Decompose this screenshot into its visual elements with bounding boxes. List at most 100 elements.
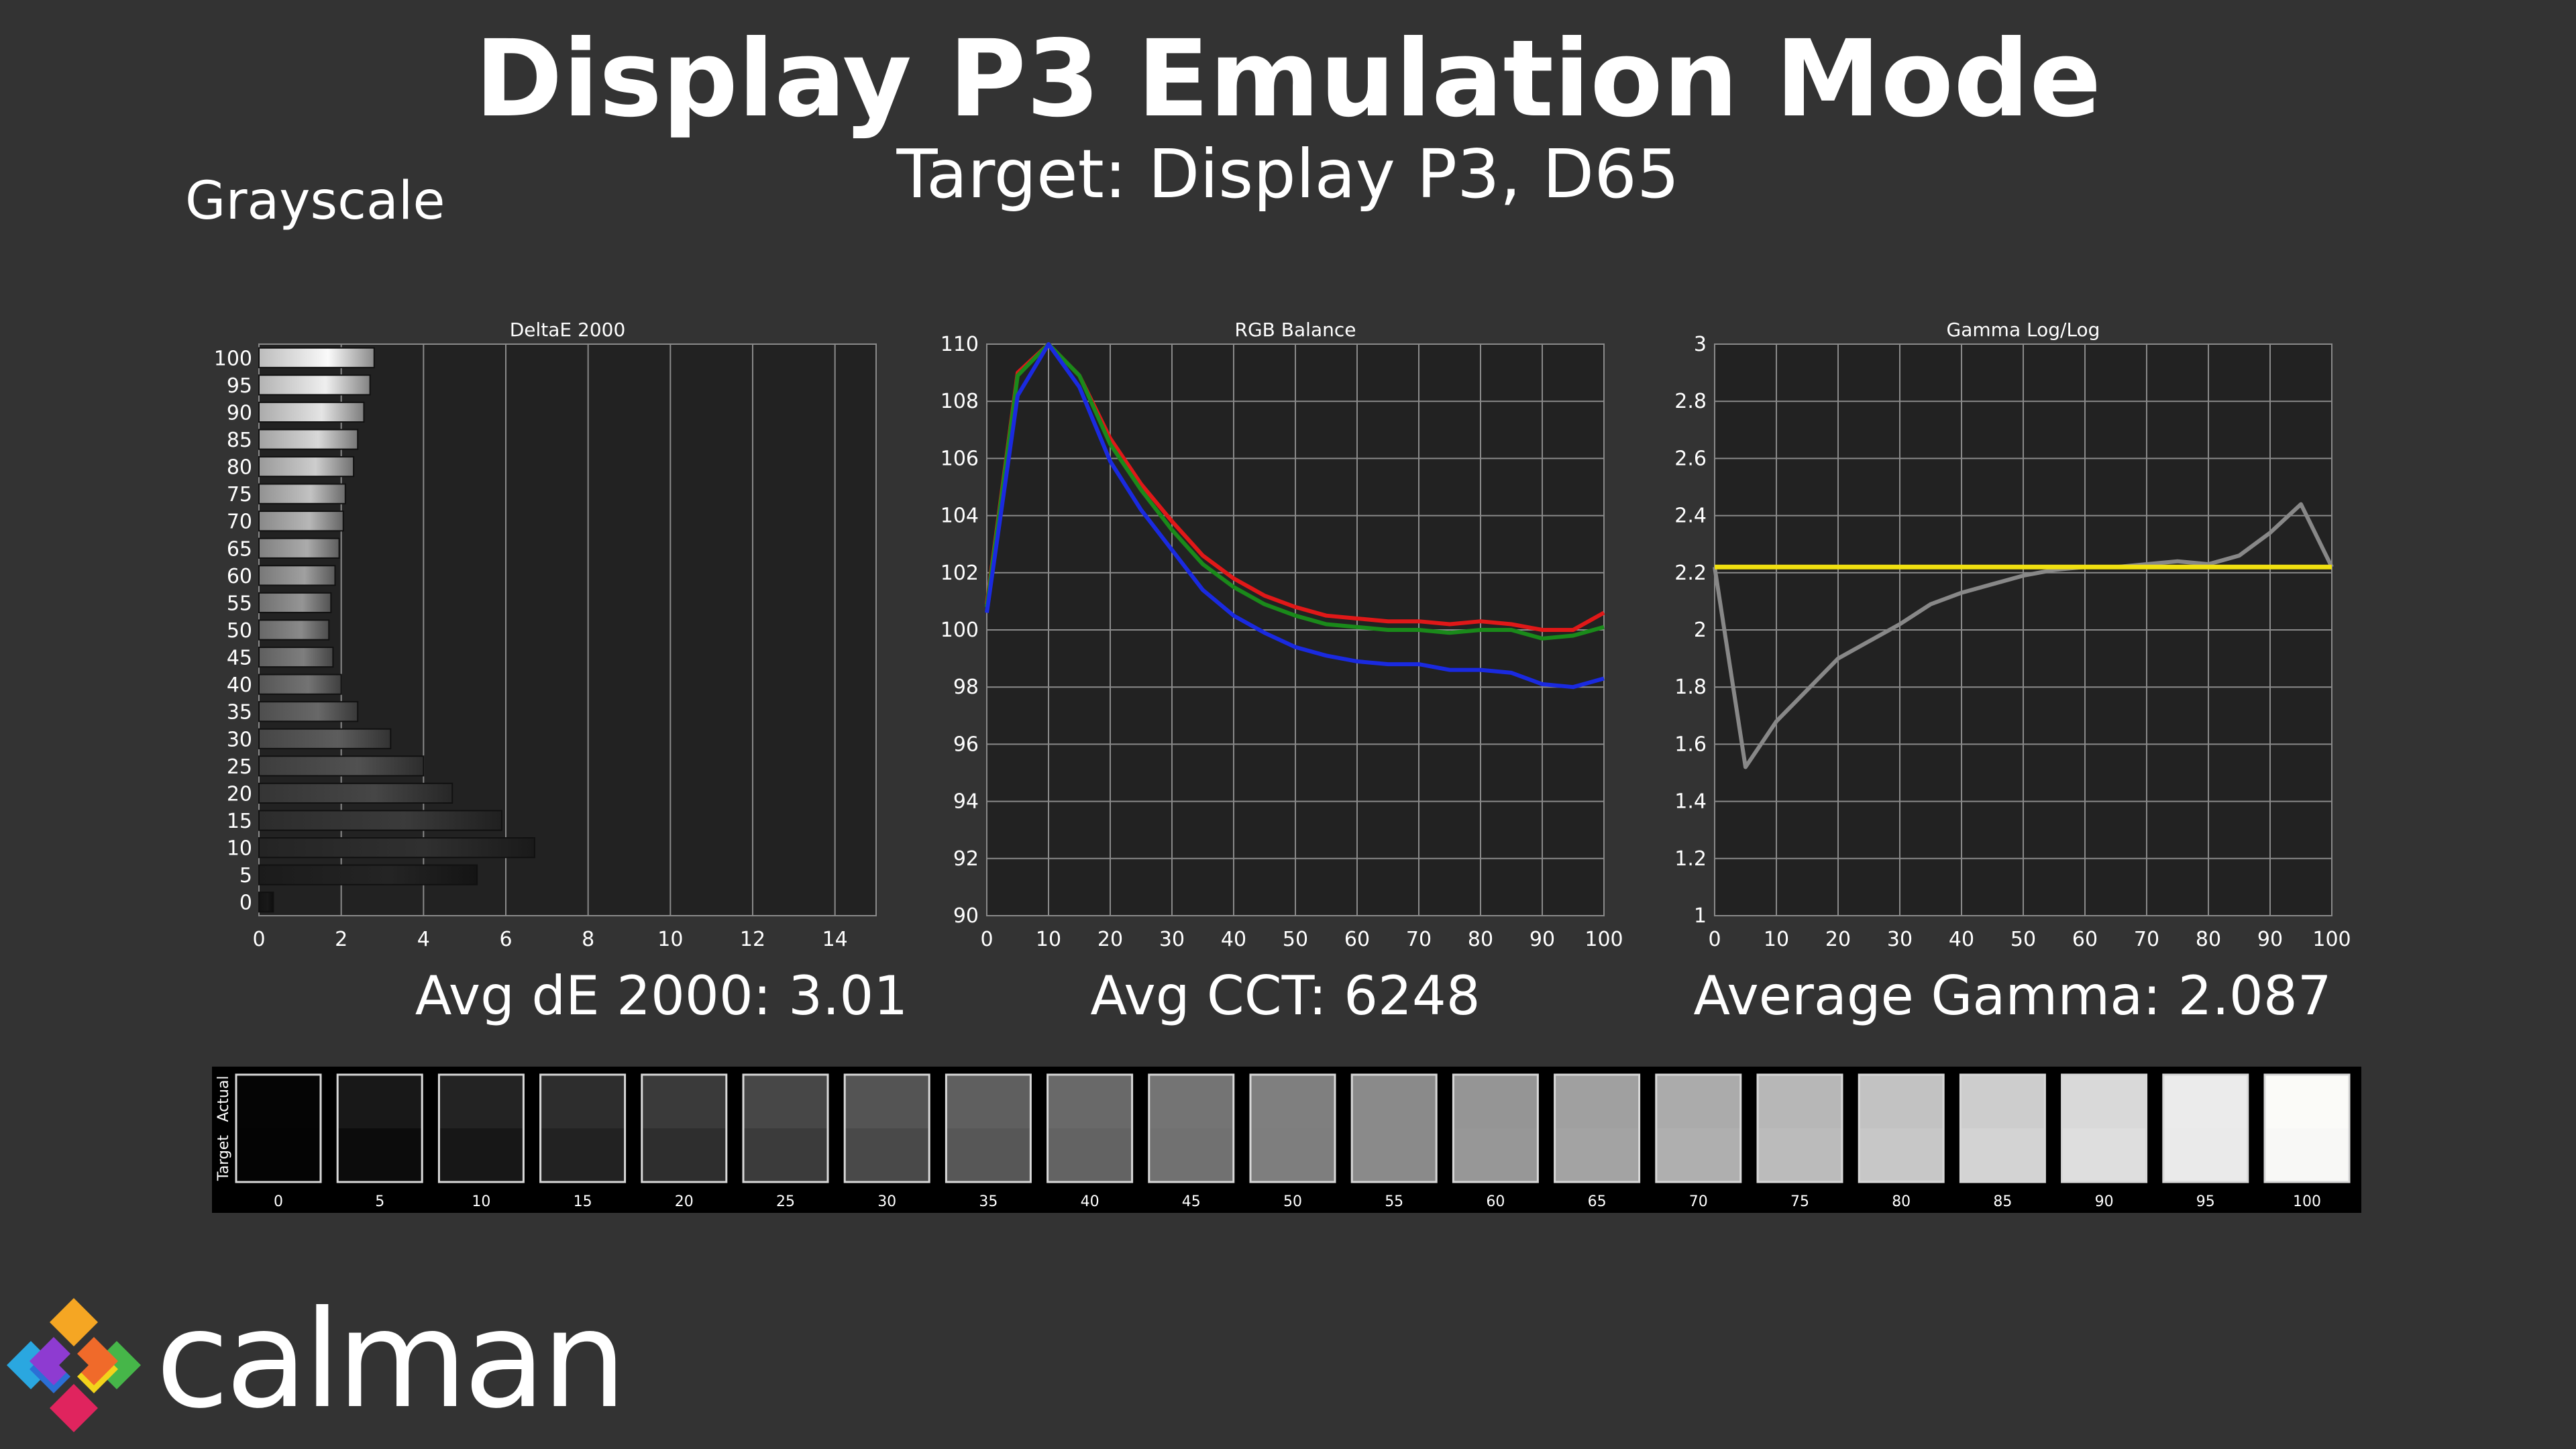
swatch-target [439, 1128, 524, 1182]
de-x-tick-label: 2 [335, 928, 347, 951]
swatch-label: 10 [472, 1193, 490, 1210]
swatch-label: 95 [2196, 1193, 2215, 1210]
swatch-actual [439, 1075, 524, 1128]
swatch-label: 45 [1182, 1193, 1201, 1210]
swatch-frame [1350, 1073, 1438, 1183]
de-bar [258, 511, 344, 532]
swatch-target-label: Target [215, 1135, 232, 1181]
de-bar [258, 483, 346, 504]
de-bar [258, 892, 274, 913]
rgb-series-line [985, 342, 1605, 641]
swatch-frame [235, 1073, 322, 1183]
swatch-target [743, 1128, 828, 1182]
de-y-tick-label: 0 [239, 892, 252, 915]
gamma-y-tick-label: 1.8 [1674, 676, 1707, 699]
de-bar [258, 728, 392, 749]
swatch-target [1250, 1128, 1335, 1182]
de-y-tick-label: 35 [227, 701, 252, 724]
rgb-x-tick-label: 40 [1221, 928, 1246, 951]
de-y-tick-label: 85 [227, 429, 252, 452]
rgb-series-line [985, 342, 1605, 690]
swatch-label: 80 [1892, 1193, 1911, 1210]
rgb-y-tick-label: 94 [953, 790, 979, 814]
swatch-actual [337, 1075, 423, 1128]
swatch-label: 35 [979, 1193, 998, 1210]
swatch-target [2265, 1128, 2349, 1182]
de-bar [258, 455, 355, 478]
gamma-y-tick-label: 3 [1694, 333, 1707, 356]
avg-cct-label: Avg CCT: 6248 [1090, 965, 1481, 1027]
swatch-target [1960, 1128, 2045, 1182]
de-x-tick-label: 6 [499, 928, 512, 951]
swatch-target [236, 1128, 321, 1182]
de-bar [258, 619, 330, 641]
avg-gamma-label: Average Gamma: 2.087 [1693, 965, 2332, 1027]
rgb-x-tick-label: 60 [1344, 928, 1370, 951]
rgb-x-tick-label: 100 [1585, 928, 1623, 951]
swatch-target [2163, 1128, 2248, 1182]
swatch-target [1554, 1128, 1640, 1182]
swatch-frame [1655, 1073, 1742, 1183]
gamma-x-tick-label: 50 [2010, 928, 2036, 951]
rgb-x-tick-label: 30 [1159, 928, 1185, 951]
swatch-actual [641, 1075, 727, 1128]
swatch-frame [437, 1073, 525, 1183]
swatch-frame [1148, 1073, 1235, 1183]
swatch-target [641, 1128, 727, 1182]
de-y-tick-label: 45 [227, 647, 252, 670]
de-y-tick-label: 30 [227, 728, 252, 751]
de-bar [258, 565, 336, 586]
swatch-label: 90 [2095, 1193, 2114, 1210]
rgb-y-tick-label: 108 [941, 390, 979, 413]
gamma-x-tick-label: 60 [2072, 928, 2098, 951]
swatch-label: 60 [1486, 1193, 1505, 1210]
swatch-label: 55 [1385, 1193, 1403, 1210]
de-x-tick-label: 12 [740, 928, 765, 951]
swatch-target [845, 1128, 930, 1182]
rgb-y-tick-label: 106 [941, 447, 979, 470]
de-bar [258, 401, 365, 423]
swatch-target [1352, 1128, 1437, 1182]
swatch-frame [1249, 1073, 1336, 1183]
swatch-target [1453, 1128, 1538, 1182]
swatch-label: 85 [1993, 1193, 2012, 1210]
rgb-y-tick-label: 110 [941, 333, 979, 356]
rgb-x-tick-label: 50 [1283, 928, 1308, 951]
de-y-tick-label: 25 [227, 755, 252, 779]
de-chart-title: DeltaE 2000 [510, 319, 626, 341]
gamma-y-tick-label: 1.4 [1674, 790, 1707, 814]
de-bar [258, 429, 359, 450]
de-bar [258, 782, 453, 804]
de-y-tick-label: 40 [227, 674, 252, 697]
de-x-tick-label: 10 [657, 928, 683, 951]
page-title: Display P3 Emulation Mode [474, 17, 2102, 141]
swatch-actual [2265, 1075, 2349, 1128]
rgb-y-tick-label: 96 [953, 733, 979, 756]
swatch-actual [1554, 1075, 1640, 1128]
swatch-target [1656, 1128, 1741, 1182]
swatch-label: 40 [1081, 1193, 1099, 1210]
de-x-tick-label: 8 [582, 928, 594, 951]
rgb-x-tick-label: 10 [1036, 928, 1061, 951]
swatch-actual [1453, 1075, 1538, 1128]
rgb-x-tick-label: 0 [980, 928, 993, 951]
swatch-label: 20 [675, 1193, 694, 1210]
swatch-frame [2061, 1073, 2148, 1183]
de-y-tick-label: 80 [227, 456, 252, 480]
swatch-frame [641, 1073, 728, 1183]
swatch-frame [843, 1073, 930, 1183]
gamma-y-tick-label: 2.6 [1674, 447, 1707, 470]
swatch-frame [1046, 1073, 1134, 1183]
gamma-y-tick-label: 2.2 [1674, 561, 1707, 585]
swatch-frame [2162, 1073, 2249, 1183]
avg-de-label: Avg dE 2000: 3.01 [415, 965, 908, 1027]
de-y-tick-label: 55 [227, 592, 252, 615]
swatch-actual [1656, 1075, 1741, 1128]
de-y-tick-label: 75 [227, 483, 252, 506]
swatch-actual [946, 1075, 1031, 1128]
swatch-label: 25 [776, 1193, 795, 1210]
rgb-y-tick-label: 104 [941, 504, 979, 528]
de-bar [258, 810, 502, 831]
de-bar [258, 864, 478, 885]
